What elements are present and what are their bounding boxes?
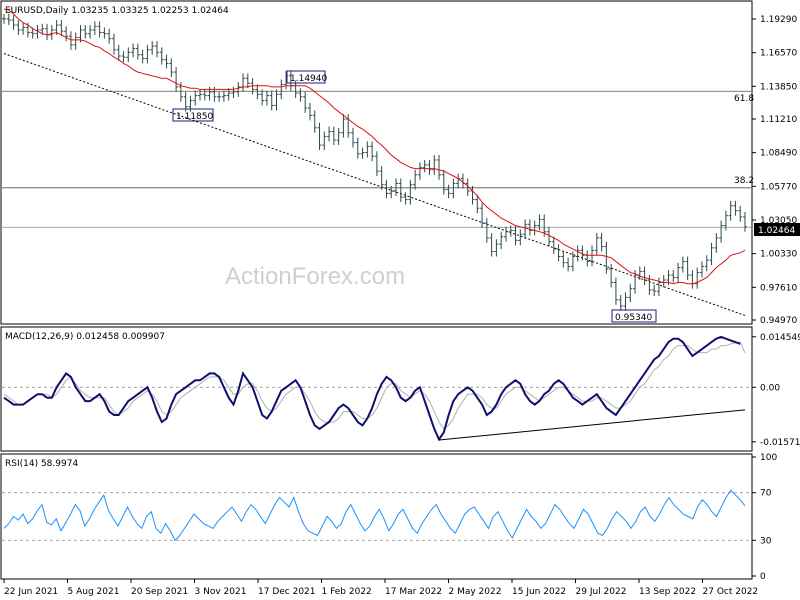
price-y-tick-label: 1.19290 [760,15,797,25]
x-tick-label: 5 Aug 2021 [68,587,120,597]
x-tick-label: 29 Jul 2022 [576,587,627,597]
x-tick-label: 13 Sep 2022 [639,587,696,597]
x-tick-label: 15 Jun 2022 [512,587,566,597]
rsi-line [3,489,746,542]
svg-text:1.11850: 1.11850 [176,112,213,122]
macd-trendline [438,409,746,441]
svg-text:0.95340: 0.95340 [615,313,652,323]
annotation-0-95340: 0.95340 [611,309,657,323]
macd-y-tick-label: -0.015712 [760,438,800,448]
rsi-panel-frame [0,453,753,580]
x-tick-label: 22 Jun 2021 [4,587,58,597]
x-tick-label: 3 Nov 2021 [195,587,247,597]
last-price-marker: 1.02464 [754,223,800,236]
price-y-tick-label: 1.03050 [760,216,797,226]
svg-text:1.02464: 1.02464 [758,226,795,236]
price-y-tick-label: 0.97610 [760,283,797,293]
rsi-y-tick-label: 30 [760,536,772,546]
x-tick-label: 17 Mar 2022 [385,587,442,597]
fib-38-2-label: 38.2 [734,176,754,186]
x-tick-label: 1 Feb 2022 [322,587,372,597]
price-y-tick-label: 1.13850 [760,82,797,92]
svg-text:1.14940: 1.14940 [290,74,327,84]
price-y-tick-label: 1.05770 [760,182,797,192]
price-y-tick-label: 1.00330 [760,250,797,260]
macd-y-tick-label: 0.00 [760,383,780,393]
price-y-tick-label: 1.11210 [760,115,797,125]
annotation-1-11850: 1.11850 [172,108,214,122]
watermark: ActionForex.com [225,263,405,290]
macd-panel-title: MACD(12,26,9) 0.012458 0.009907 [5,332,165,342]
x-tick-label: 20 Sep 2021 [131,587,188,597]
macd-line [3,335,741,442]
macd-panel-frame [0,326,753,452]
rsi-y-tick-label: 70 [760,489,772,499]
annotation-1-14940: 1.14940 [286,70,327,84]
price-panel-title: EURUSD,Daily 1.03235 1.03325 1.02253 1.0… [5,6,229,16]
fib-61-8-label: 61.8 [734,94,754,104]
rsi-y-tick-label: 100 [760,453,777,463]
moving-average-line [3,8,746,285]
rsi-panel-title: RSI(14) 58.9974 [5,459,78,469]
price-y-tick-label: 1.16570 [760,49,797,59]
x-tick-label: 17 Dec 2021 [258,587,316,597]
x-tick-label: 27 Oct 2022 [703,587,759,597]
rsi-y-tick-label: 0 [760,572,766,582]
price-y-tick-label: 1.08490 [760,149,797,159]
price-y-tick-label: 0.94970 [760,316,797,326]
x-tick-label: 2 May 2022 [449,587,502,597]
macd-y-tick-label: 0.014549 [760,333,800,343]
price-trendline [3,53,746,316]
